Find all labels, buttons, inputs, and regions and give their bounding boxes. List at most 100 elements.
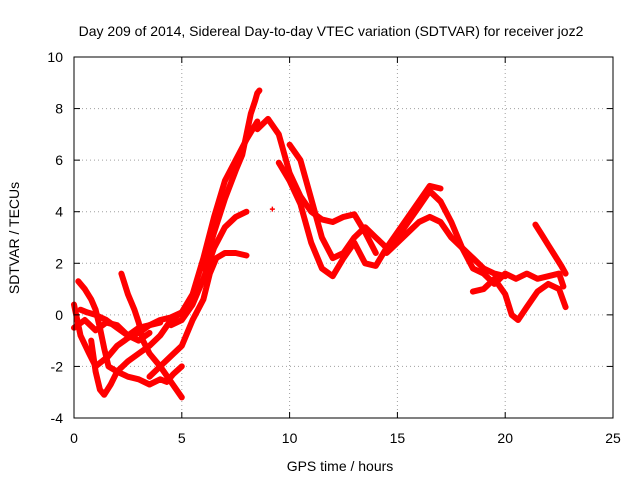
series-trace: [275, 159, 444, 280]
series-arc-8: [469, 275, 569, 323]
data-point: [93, 312, 99, 318]
data-point: [88, 296, 94, 302]
data-point: [136, 338, 142, 344]
data-point: [190, 317, 196, 323]
series-trace: [71, 118, 261, 339]
data-point: [438, 219, 444, 225]
series-trace: [88, 309, 185, 398]
data-point: [373, 235, 379, 240]
data-point: [168, 322, 174, 328]
data-series: [71, 87, 569, 401]
series-trace: [200, 87, 263, 272]
data-point: [211, 229, 217, 235]
data-point: [269, 206, 275, 212]
data-point: [146, 351, 152, 357]
data-point: [524, 271, 530, 277]
data-point: [222, 224, 228, 230]
data-point: [179, 363, 185, 369]
data-point: [146, 330, 152, 336]
data-point: [131, 307, 137, 313]
data-point: [416, 219, 422, 225]
data-point: [254, 90, 260, 96]
series-arc-16: [77, 306, 153, 344]
data-point: [532, 222, 538, 228]
data-point: [200, 296, 206, 302]
data-point: [276, 160, 282, 166]
data-point: [211, 214, 217, 220]
data-point: [233, 250, 239, 256]
data-point: [513, 276, 519, 282]
data-point: [93, 307, 99, 313]
data-point: [114, 325, 120, 331]
data-point: [125, 291, 131, 297]
data-point: [405, 229, 411, 235]
data-point: [88, 338, 94, 344]
data-point: [233, 167, 239, 173]
data-point: [243, 209, 249, 215]
data-point: [93, 327, 99, 333]
y-tick-label: 0: [55, 307, 63, 323]
data-point: [535, 289, 541, 295]
data-point: [362, 260, 368, 266]
data-point: [341, 214, 346, 220]
data-point: [502, 271, 508, 277]
data-point: [77, 307, 83, 313]
data-point: [222, 250, 228, 256]
data-point: [545, 281, 551, 287]
data-point: [168, 353, 174, 359]
data-point: [481, 265, 487, 271]
series-trace: [383, 213, 509, 280]
data-point: [105, 363, 111, 369]
x-tick-labels: 0 5 10 15 20 25: [70, 430, 621, 446]
data-point: [114, 343, 120, 349]
series-arc-9: [532, 221, 569, 277]
data-point: [491, 276, 497, 282]
data-point: [168, 317, 174, 323]
series-arc-12: [88, 309, 185, 398]
data-point: [535, 276, 541, 282]
series-arc-1: [71, 118, 261, 339]
data-point: [99, 358, 105, 364]
data-point: [146, 374, 152, 380]
axis-ticks: [73, 56, 614, 419]
data-point: [308, 196, 314, 202]
data-point: [394, 240, 400, 246]
data-point: [179, 317, 185, 323]
x-tick-label: 20: [497, 430, 513, 446]
series-trace: [469, 275, 569, 323]
data-point: [438, 198, 444, 204]
data-point: [502, 291, 508, 297]
data-point: [373, 250, 379, 256]
data-point: [136, 376, 142, 382]
data-point: [75, 278, 81, 284]
series-trace: [168, 208, 250, 329]
data-point: [84, 309, 90, 315]
data-point: [448, 219, 454, 225]
data-point: [179, 394, 185, 400]
data-point: [239, 152, 245, 158]
data-point: [330, 219, 336, 225]
data-point: [308, 240, 314, 246]
data-point: [341, 255, 346, 261]
data-point: [118, 271, 124, 277]
data-point: [330, 255, 336, 261]
y-tick-label: 10: [47, 49, 63, 65]
series-arc-14: [146, 250, 250, 380]
data-point: [509, 312, 515, 318]
data-point: [545, 273, 551, 279]
data-point: [97, 387, 103, 393]
data-point: [82, 317, 88, 323]
data-point: [515, 317, 521, 323]
y-tick-label: 8: [55, 101, 63, 117]
data-point: [319, 216, 325, 222]
data-point: [146, 322, 152, 328]
data-point: [427, 214, 433, 220]
series-trace: [532, 221, 569, 277]
data-point: [136, 351, 142, 357]
data-point: [416, 198, 422, 204]
data-point: [157, 363, 163, 369]
data-point: [213, 255, 219, 261]
data-point: [252, 98, 258, 104]
data-point: [470, 255, 476, 261]
